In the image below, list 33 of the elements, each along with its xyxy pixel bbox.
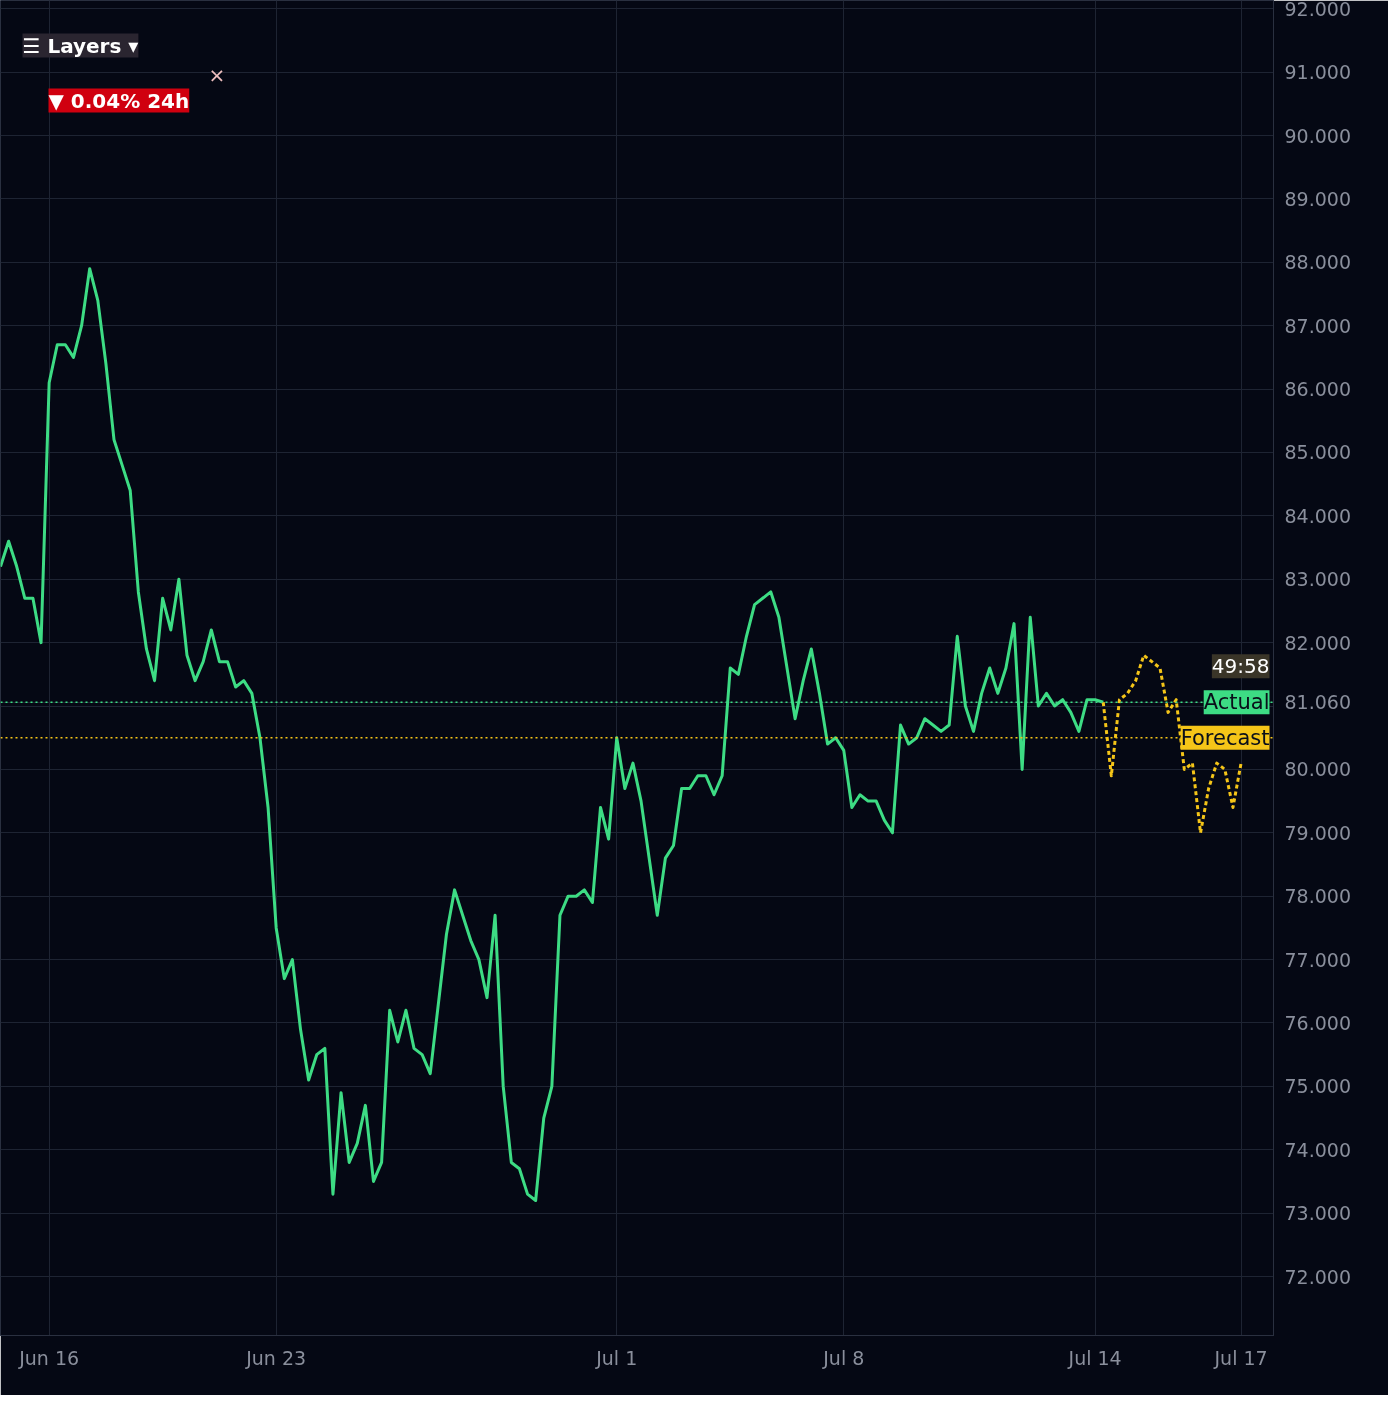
annotation: 49:58 bbox=[1211, 654, 1270, 679]
y-tick-label: 80.000 bbox=[1284, 758, 1351, 781]
y-tick-label: 85.000 bbox=[1284, 441, 1351, 464]
y-tick-label: 81.060 bbox=[1284, 691, 1351, 714]
y-tick-label: 78.000 bbox=[1284, 885, 1351, 908]
y-tick-label: 77.000 bbox=[1284, 948, 1351, 971]
x-tick-label: Jul 1 bbox=[595, 1346, 638, 1369]
x-tick-label: Jul 8 bbox=[822, 1346, 865, 1369]
y-tick-label: 90.000 bbox=[1284, 124, 1351, 147]
x-tick-label: Jun 16 bbox=[18, 1346, 80, 1369]
annotation: ▼ 0.04% 24h bbox=[48, 88, 190, 113]
y-tick-label: 83.000 bbox=[1284, 568, 1351, 591]
y-tick-label: 86.000 bbox=[1284, 378, 1351, 401]
y-tick-label: 82.000 bbox=[1284, 631, 1351, 654]
y-tick-label: 88.000 bbox=[1284, 251, 1351, 274]
y-tick-label: 92.000 bbox=[1284, 0, 1351, 20]
y-tick-label: 74.000 bbox=[1284, 1138, 1351, 1161]
annotation: ☰ Layers ▾ bbox=[22, 33, 139, 58]
y-tick-label: 91.000 bbox=[1284, 61, 1351, 84]
y-tick-label: 87.000 bbox=[1284, 314, 1351, 337]
y-tick-label: 89.000 bbox=[1284, 187, 1351, 210]
y-tick-label: 79.000 bbox=[1284, 821, 1351, 844]
ref-line-label: Forecast bbox=[1180, 725, 1270, 750]
x-tick-label: Jun 23 bbox=[245, 1346, 307, 1369]
ref-line-label: Actual bbox=[1203, 690, 1270, 715]
annotation: × bbox=[208, 62, 226, 87]
y-tick-label: 76.000 bbox=[1284, 1011, 1351, 1034]
y-tick-label: 72.000 bbox=[1284, 1265, 1351, 1288]
x-tick-label: Jul 17 bbox=[1213, 1346, 1268, 1369]
y-tick-label: 73.000 bbox=[1284, 1202, 1351, 1225]
y-tick-label: 75.000 bbox=[1284, 1075, 1351, 1098]
y-tick-label: 84.000 bbox=[1284, 504, 1351, 527]
x-tick-label: Jul 14 bbox=[1067, 1346, 1122, 1369]
